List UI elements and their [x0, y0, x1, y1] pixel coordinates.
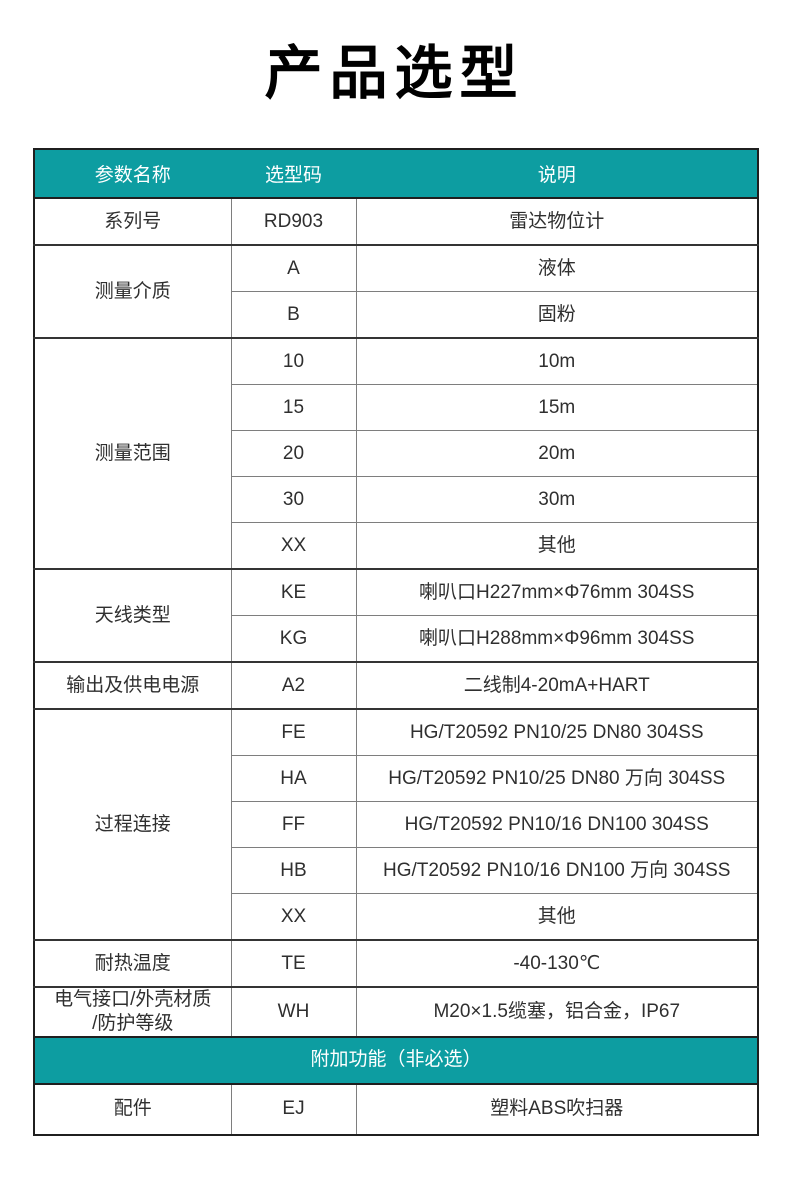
- selection-code-cell: 20: [230, 430, 357, 477]
- selection-code-cell: XX: [230, 893, 357, 941]
- description-cell: 喇叭口H288mm×Φ96mm 304SS: [355, 615, 759, 663]
- description-cell: 10m: [355, 337, 759, 385]
- description-cell: 液体: [355, 244, 759, 292]
- description-cell: HG/T20592 PN10/16 DN100 304SS: [355, 801, 759, 848]
- description-cell: 雷达物位计: [355, 197, 759, 246]
- param-name-cell: 过程连接: [33, 708, 232, 941]
- table-row: 20 20m: [34, 430, 759, 477]
- selection-code-cell: 30: [230, 476, 357, 523]
- table-row: 测量范围 10 10m: [33, 337, 759, 570]
- description-cell: 固粉: [355, 291, 759, 339]
- table-row: 系列号 RD903 雷达物位计: [33, 197, 759, 246]
- table-row: XX 其他: [34, 522, 759, 570]
- selection-code-cell: FF: [230, 801, 357, 848]
- column-header-param-name: 参数名称: [33, 149, 231, 199]
- param-name-cell: 系列号: [33, 197, 232, 246]
- table-row: 测量介质 A 液体: [33, 244, 759, 339]
- description-cell: -40-130℃: [355, 939, 759, 988]
- selection-code-cell: 10: [230, 337, 357, 385]
- description-cell: 塑料ABS吹扫器: [355, 1082, 759, 1135]
- param-name-cell: 天线类型: [33, 568, 232, 663]
- additional-functions-banner-row: 附加功能（非必选）: [33, 1035, 759, 1085]
- selection-code-cell: RD903: [230, 197, 357, 246]
- param-name-cell: 耐热温度: [33, 939, 232, 988]
- table-header-row: 参数名称 选型码 说明: [33, 149, 758, 199]
- param-name-cell: 测量介质: [33, 244, 232, 339]
- description-cell: 20m: [355, 430, 759, 477]
- table-row: 电气接口/外壳材质 /防护等级 WH M20×1.5缆塞，铝合金，IP67: [33, 986, 759, 1037]
- selection-code-cell: HB: [230, 847, 357, 894]
- param-name-cell: 电气接口/外壳材质 /防护等级: [33, 986, 232, 1037]
- description-cell: HG/T20592 PN10/16 DN100 万向 304SS: [355, 847, 759, 894]
- description-cell: 喇叭口H227mm×Φ76mm 304SS: [355, 568, 759, 616]
- additional-functions-banner: 附加功能（非必选）: [33, 1035, 759, 1085]
- selection-code-cell: KE: [230, 568, 357, 616]
- table-row: KG 喇叭口H288mm×Φ96mm 304SS: [34, 615, 759, 663]
- param-name-cell: 输出及供电电源: [33, 661, 232, 710]
- description-cell: HG/T20592 PN10/25 DN80 万向 304SS: [355, 755, 759, 802]
- description-cell: 15m: [355, 384, 759, 431]
- table-row: 天线类型 KE 喇叭口H227mm×Φ76mm 304SS: [33, 568, 759, 663]
- param-name-cell: 配件: [33, 1082, 232, 1135]
- table-row: B 固粉: [34, 291, 759, 339]
- table-row: 30 30m: [34, 476, 759, 523]
- description-cell: HG/T20592 PN10/25 DN80 304SS: [355, 708, 759, 756]
- table-row: 配件 EJ 塑料ABS吹扫器: [33, 1082, 759, 1135]
- selection-code-cell: FE: [230, 708, 357, 756]
- table-row: 15 15m: [34, 384, 759, 431]
- selection-code-cell: TE: [230, 939, 357, 988]
- selection-code-cell: A2: [230, 661, 357, 710]
- table-row: 输出及供电电源 A2 二线制4-20mA+HART: [33, 661, 759, 710]
- description-cell: 其他: [355, 893, 759, 941]
- selection-code-cell: WH: [230, 986, 357, 1037]
- description-cell: M20×1.5缆塞，铝合金，IP67: [355, 986, 759, 1037]
- description-cell: 其他: [355, 522, 759, 570]
- table-row: 过程连接 FE HG/T20592 PN10/25 DN80 304SS: [33, 708, 759, 941]
- table-row: XX 其他: [34, 893, 759, 941]
- selection-code-cell: XX: [230, 522, 357, 570]
- selection-code-cell: 15: [230, 384, 357, 431]
- selection-code-cell: HA: [230, 755, 357, 802]
- description-cell: 二线制4-20mA+HART: [355, 661, 759, 710]
- column-header-selection-code: 选型码: [230, 149, 356, 199]
- selection-code-cell: KG: [230, 615, 357, 663]
- page-title: 产品选型: [264, 41, 525, 106]
- table-row: HB HG/T20592 PN10/16 DN100 万向 304SS: [34, 847, 759, 894]
- selection-code-cell: A: [230, 244, 357, 292]
- param-name-cell: 测量范围: [33, 337, 232, 570]
- description-cell: 30m: [355, 476, 759, 523]
- table-row: FF HG/T20592 PN10/16 DN100 304SS: [34, 801, 759, 848]
- selection-code-cell: B: [230, 291, 357, 339]
- selection-code-cell: EJ: [230, 1082, 357, 1135]
- product-selection-table: 参数名称 选型码 说明 系列号 RD903 雷达物位计 测量介质 A 液体 B 固粉 测量范围 1…: [33, 148, 759, 1136]
- column-header-description: 说明: [355, 149, 758, 199]
- table-row: 耐热温度 TE -40-130℃: [33, 939, 759, 988]
